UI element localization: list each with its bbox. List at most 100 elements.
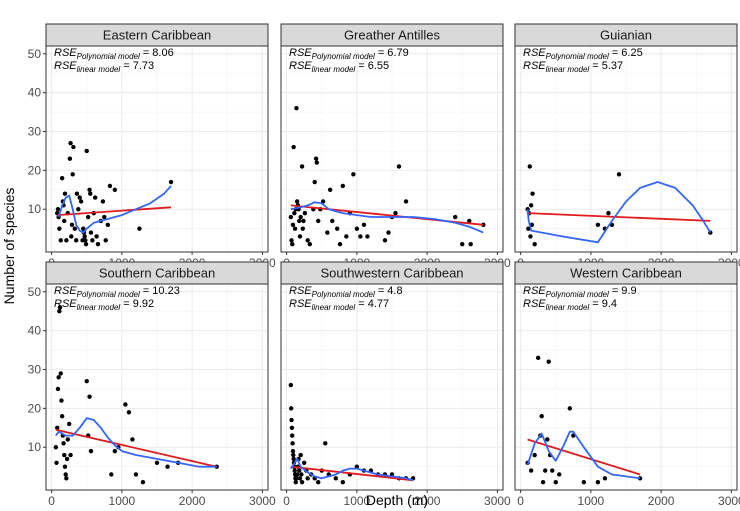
- data-point: [69, 222, 75, 227]
- data-point: [532, 242, 537, 247]
- data-point: [393, 210, 398, 216]
- data-point: [65, 437, 70, 442]
- data-point: [299, 472, 304, 477]
- data-point: [68, 140, 73, 146]
- data-point: [354, 226, 360, 231]
- data-point: [606, 210, 611, 216]
- facet-title: Greather Antilles: [344, 28, 441, 43]
- data-point: [81, 226, 86, 231]
- data-point: [102, 214, 107, 220]
- x-tick-label: 3000: [718, 494, 740, 508]
- data-point: [95, 242, 101, 247]
- data-point: [323, 441, 328, 446]
- y-tick-label: 30: [28, 125, 42, 139]
- data-point: [63, 472, 68, 477]
- data-point: [76, 207, 81, 212]
- x-tick-label: 3000: [249, 494, 276, 508]
- data-point: [58, 371, 63, 376]
- data-point: [313, 156, 319, 161]
- linear-fit-line: [290, 465, 414, 482]
- y-axis-title: Number of species: [1, 188, 17, 305]
- panel-border: [45, 283, 269, 491]
- data-point: [540, 480, 546, 485]
- data-point: [94, 234, 99, 239]
- x-tick-label: 1000: [578, 494, 605, 508]
- data-point: [57, 305, 63, 310]
- facet-title: Western Caribbean: [570, 266, 682, 281]
- data-point: [58, 238, 63, 243]
- data-point: [291, 452, 296, 458]
- data-point: [301, 218, 306, 224]
- data-point: [297, 468, 302, 473]
- y-tick-label: 40: [28, 324, 42, 338]
- data-point: [595, 222, 601, 227]
- data-point: [137, 226, 142, 231]
- polynomial-fit-curve: [290, 201, 484, 234]
- data-point: [292, 210, 297, 216]
- facet-title: Southwestern Caribbean: [320, 266, 463, 281]
- data-point: [294, 476, 299, 481]
- data-point: [123, 402, 128, 407]
- data-point: [109, 472, 114, 477]
- data-point: [340, 183, 346, 189]
- data-point: [77, 195, 82, 200]
- data-point: [316, 480, 321, 485]
- data-point: [71, 144, 76, 150]
- data-point: [59, 175, 65, 181]
- data-point: [297, 218, 302, 224]
- data-point: [105, 222, 111, 227]
- data-point: [290, 433, 295, 438]
- data-point: [312, 179, 317, 185]
- data-point: [340, 480, 346, 485]
- data-point: [532, 452, 537, 458]
- data-point: [288, 382, 294, 388]
- data-point: [528, 234, 533, 239]
- facet-panel: Guianian RSEPolynomial model = 6.25RSElin…: [514, 23, 740, 270]
- rse-linear-label: RSElinear model = 4.77: [289, 298, 389, 312]
- data-point: [325, 230, 330, 235]
- data-point: [481, 222, 486, 227]
- data-point: [526, 226, 531, 231]
- y-tick-label: 10: [28, 202, 42, 216]
- data-point: [112, 448, 118, 454]
- polynomial-fit-curve: [290, 458, 414, 482]
- data-point: [528, 203, 534, 208]
- data-point: [299, 480, 305, 485]
- data-point: [55, 207, 61, 212]
- data-point: [87, 187, 92, 193]
- data-point: [460, 242, 465, 247]
- data-point: [333, 476, 338, 481]
- data-point: [90, 238, 95, 243]
- data-point: [289, 425, 295, 431]
- x-tick-label: 2000: [179, 494, 206, 508]
- data-point: [337, 242, 343, 247]
- data-point: [290, 448, 296, 454]
- data-point: [291, 144, 296, 150]
- data-point: [386, 230, 391, 235]
- data-point: [67, 156, 73, 161]
- data-point: [297, 234, 303, 239]
- data-point: [602, 476, 608, 481]
- data-point: [298, 452, 303, 458]
- data-point: [301, 460, 307, 465]
- data-point: [84, 378, 89, 384]
- data-point: [294, 199, 300, 204]
- data-point: [56, 375, 61, 380]
- rse-polynomial-label: RSEPolynomial model = 8.06: [54, 47, 174, 61]
- rse-polynomial-label: RSEPolynomial model = 6.25: [523, 47, 643, 61]
- rse-linear-label: RSElinear model = 9.4: [523, 298, 617, 312]
- data-point: [59, 398, 64, 403]
- facet-panel: Eastern Caribbean RSEPolynomial model = 8…: [28, 23, 276, 270]
- y-tick-label: 50: [28, 285, 42, 299]
- data-point: [66, 421, 72, 427]
- polynomial-fit-curve: [55, 417, 217, 468]
- data-point: [302, 210, 308, 216]
- y-tick-label: 30: [28, 363, 42, 377]
- y-tick-label: 20: [28, 163, 42, 177]
- data-point: [294, 105, 299, 111]
- panel-border: [280, 45, 504, 253]
- data-point: [92, 195, 98, 200]
- data-point: [62, 452, 67, 458]
- data-point: [361, 222, 367, 227]
- data-point: [126, 410, 132, 415]
